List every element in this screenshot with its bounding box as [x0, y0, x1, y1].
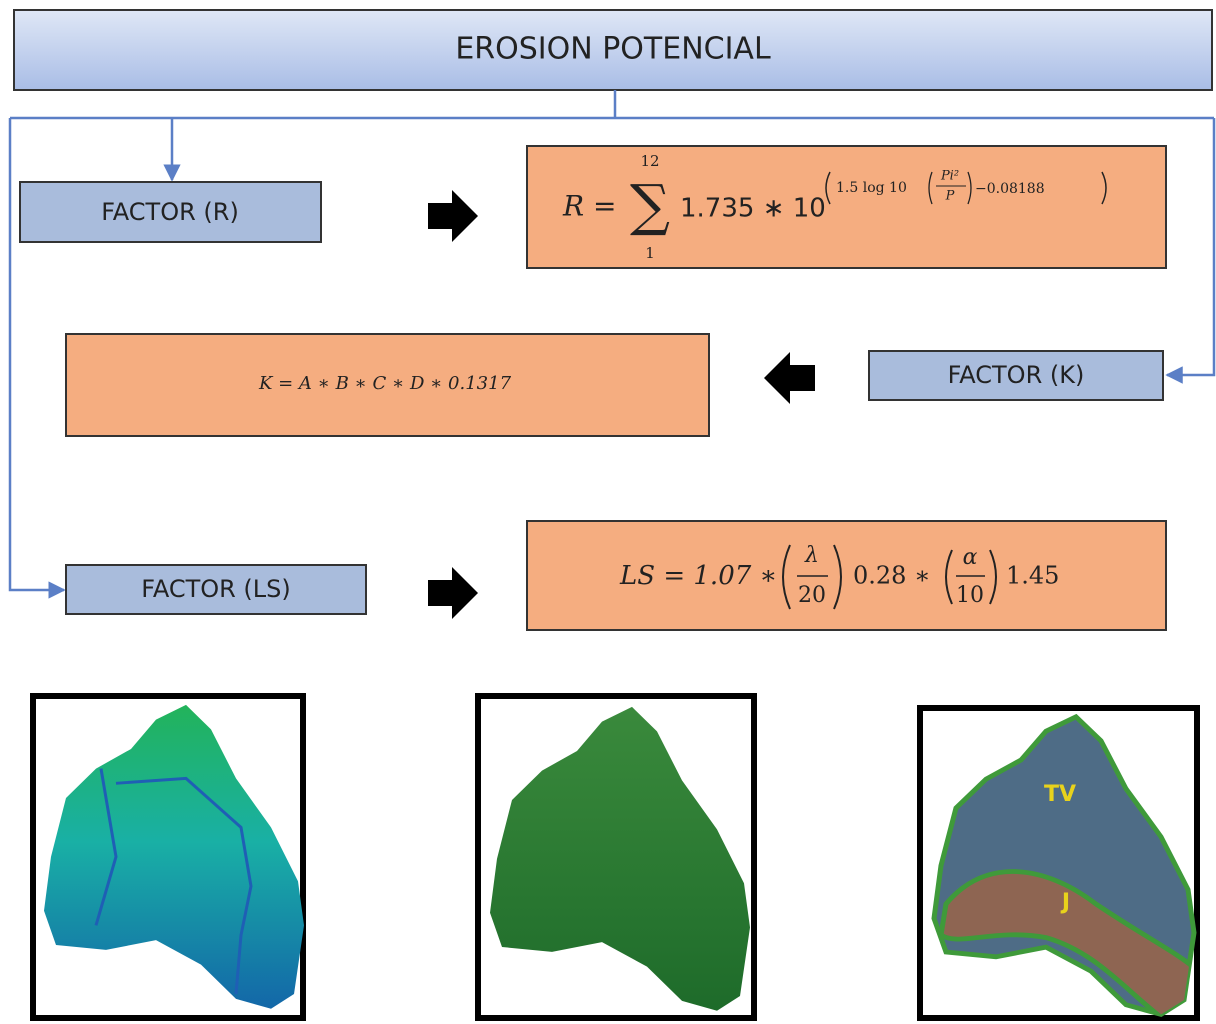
formula-text: 0.28 ∗	[853, 562, 930, 590]
formula-text: LS = 1.07 ∗	[619, 561, 777, 591]
formula-text: −0.08188	[975, 181, 1045, 197]
formula-text: 1.45	[1006, 562, 1059, 590]
formula-text: 1	[645, 244, 655, 262]
formula-text: 1.735 ∗ 10	[680, 194, 826, 224]
map-label: TV	[1044, 782, 1076, 807]
formula-text: ∑	[630, 174, 670, 239]
formula-text: R =	[562, 190, 616, 223]
arrow-left	[764, 352, 815, 404]
formula-text: P	[945, 189, 955, 204]
formula-text: 20	[798, 583, 826, 608]
factor-ls-label: FACTOR (LS)	[141, 575, 291, 603]
formula-text: 1.5 log 10	[836, 180, 907, 196]
factor-r-label: FACTOR (R)	[101, 198, 239, 226]
formula-text: α	[963, 545, 978, 570]
map-label: J	[1060, 890, 1070, 915]
formula-r-box	[527, 146, 1166, 268]
arrow-right	[428, 567, 478, 619]
formula-text: Pi²	[940, 169, 959, 184]
formula-k: K = A ∗ B ∗ C ∗ D ∗ 0.1317	[258, 373, 512, 394]
arrow-right	[428, 190, 478, 242]
formula-text: 12	[640, 152, 659, 170]
header-title: EROSION POTENCIAL	[455, 32, 771, 67]
formula-text: λ	[804, 543, 819, 568]
diagram: EROSION POTENCIAL FACTOR (R) FACTOR (K) …	[0, 0, 1216, 1024]
factor-k-label: FACTOR (K)	[948, 361, 1085, 389]
formula-text: 10	[956, 583, 984, 608]
